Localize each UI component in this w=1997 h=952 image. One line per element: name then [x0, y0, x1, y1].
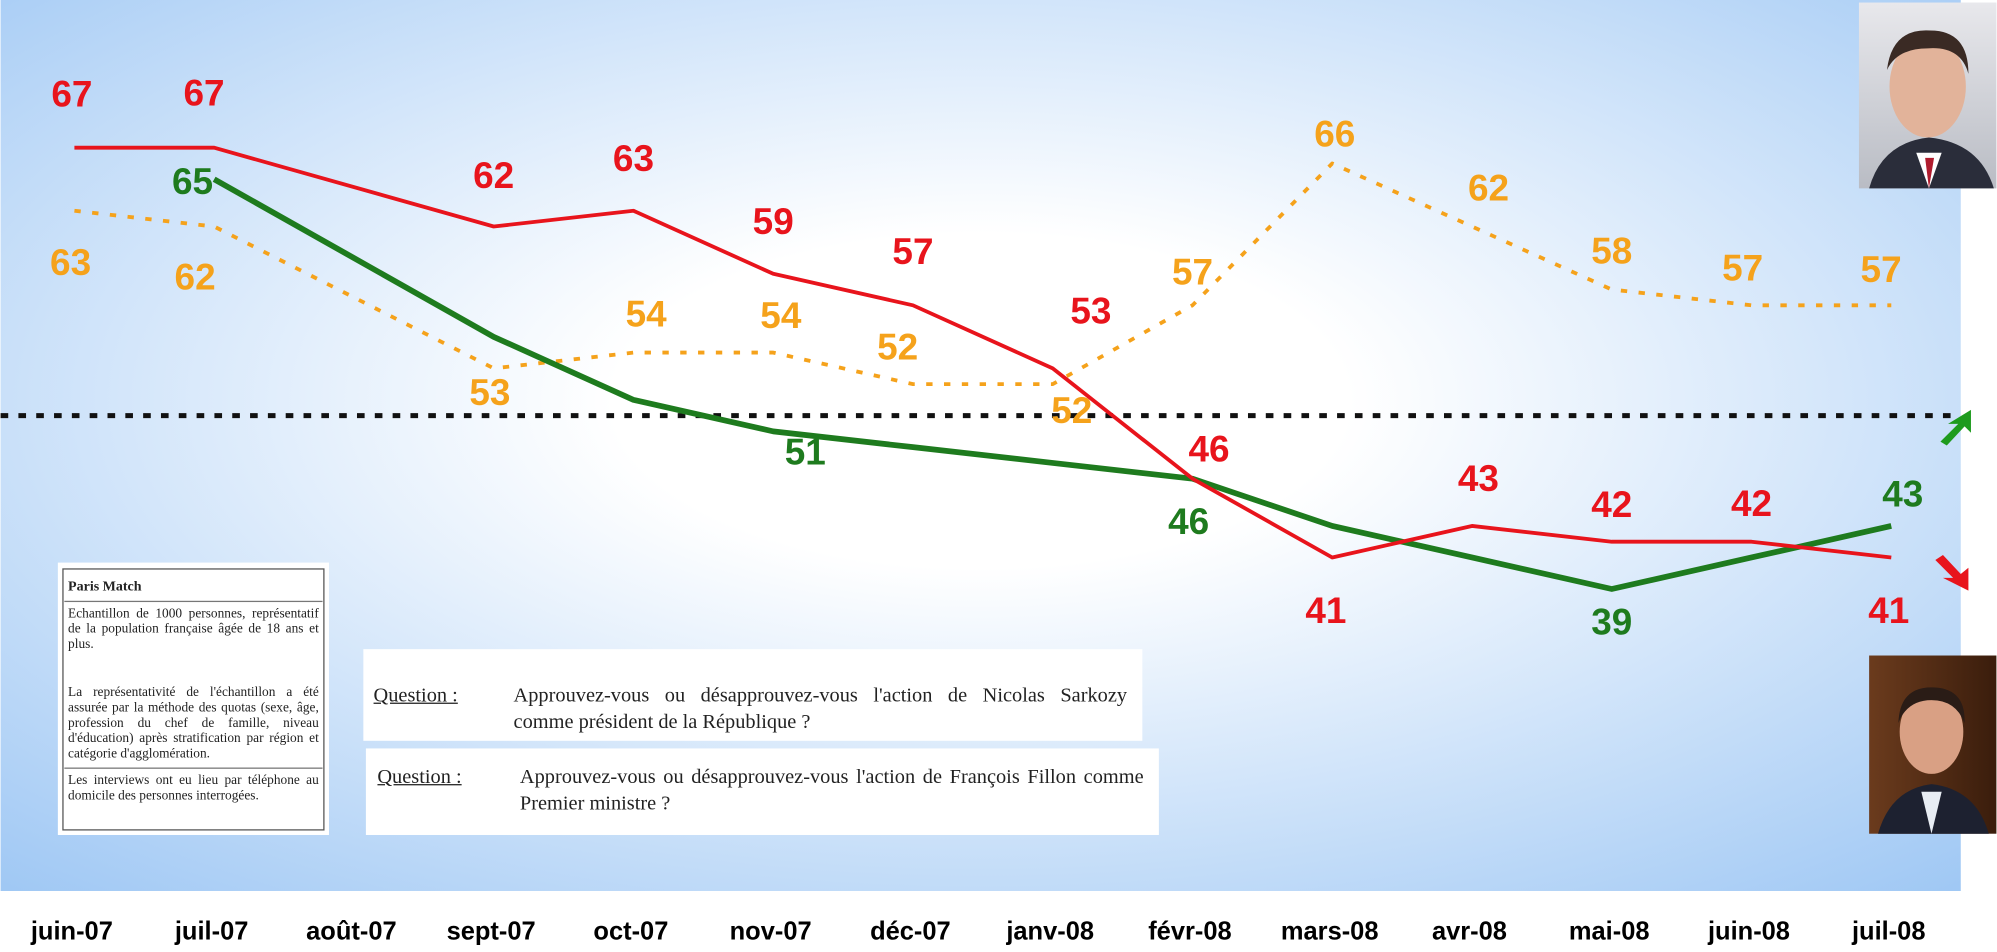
series-line — [212, 176, 1892, 592]
x-tick-label: juin-07 — [30, 918, 113, 946]
series-line — [74, 145, 1892, 560]
data-label: 52 — [1051, 390, 1092, 431]
x-tick-label: avr-08 — [1432, 918, 1507, 946]
data-label: 57 — [1861, 249, 1902, 290]
data-label: 54 — [626, 294, 668, 335]
data-label: 57 — [1172, 252, 1213, 293]
x-tick-label: sept-07 — [447, 918, 536, 946]
data-label: 51 — [785, 431, 826, 472]
data-label: 46 — [1168, 501, 1209, 542]
x-tick-label: oct-07 — [593, 918, 668, 946]
notes-title: Paris Match — [68, 579, 142, 595]
question-text: Approuvez-vous ou désapprouvez-vous l'ac… — [513, 684, 1128, 734]
data-label: 58 — [1591, 231, 1632, 272]
data-label: 57 — [1722, 248, 1763, 289]
question-box — [365, 748, 1159, 835]
question-label: Question : — [373, 684, 458, 707]
data-label: 65 — [172, 161, 213, 202]
photo — [1869, 655, 1997, 834]
data-label: 57 — [892, 231, 933, 272]
data-label: 67 — [51, 74, 92, 115]
x-tick-label: mars-08 — [1281, 918, 1379, 946]
notes-paragraph: La représentativité de l'échantillon a é… — [68, 686, 319, 762]
data-label: 43 — [1882, 473, 1923, 514]
data-label: 62 — [175, 257, 216, 298]
question-text: Approuvez-vous ou désapprouvez-vous l'ac… — [519, 766, 1144, 815]
x-tick-label: janv-08 — [1005, 918, 1094, 946]
series-line — [74, 161, 1892, 387]
x-tick-label: févr-08 — [1148, 918, 1231, 946]
data-label: 41 — [1305, 590, 1346, 631]
data-label: 59 — [753, 201, 794, 242]
photo — [1858, 2, 1997, 189]
trend-arrow-up — [1940, 409, 1971, 446]
data-label: 53 — [469, 372, 510, 413]
question: Question : Approuvez-vous ou désapprouve… — [377, 766, 1144, 815]
x-tick-label: juil-08 — [1851, 918, 1926, 946]
data-label: 63 — [613, 138, 654, 179]
x-tick-label: août-07 — [306, 918, 396, 946]
data-label: 46 — [1188, 429, 1229, 470]
data-label: 62 — [1468, 168, 1509, 209]
x-tick-label: déc-07 — [870, 918, 951, 946]
data-label: 39 — [1591, 601, 1632, 642]
x-tick-label: nov-07 — [730, 918, 812, 946]
notes: Paris Match Echantillon de 1000 personne… — [64, 579, 323, 810]
data-label: 41 — [1868, 590, 1909, 631]
data-label: 42 — [1591, 484, 1632, 525]
notes-border — [62, 568, 325, 831]
notes-box — [57, 562, 329, 835]
x-tick-label: mai-08 — [1569, 918, 1650, 946]
data-label: 67 — [183, 72, 224, 113]
trend-arrow-down — [1935, 554, 1969, 591]
data-label: 54 — [760, 295, 802, 336]
data-label: 63 — [50, 242, 91, 283]
data-label: 62 — [473, 155, 514, 196]
question-box — [363, 649, 1143, 741]
notes-paragraph: Les interviews ont eu lieu par téléphone… — [64, 767, 323, 810]
data-label: 66 — [1314, 113, 1355, 154]
data-label: 53 — [1070, 290, 1111, 331]
question: Question : Approuvez-vous ou désapprouve… — [373, 684, 1128, 734]
x-tick-label: juil-07 — [174, 918, 249, 946]
x-tick-label: juin-08 — [1707, 918, 1790, 946]
data-label: 43 — [1458, 458, 1499, 499]
data-label: 52 — [877, 326, 918, 367]
question-label: Question : — [377, 766, 462, 788]
data-label: 42 — [1731, 483, 1772, 524]
notes-paragraph: Echantillon de 1000 personnes, représent… — [64, 600, 323, 681]
